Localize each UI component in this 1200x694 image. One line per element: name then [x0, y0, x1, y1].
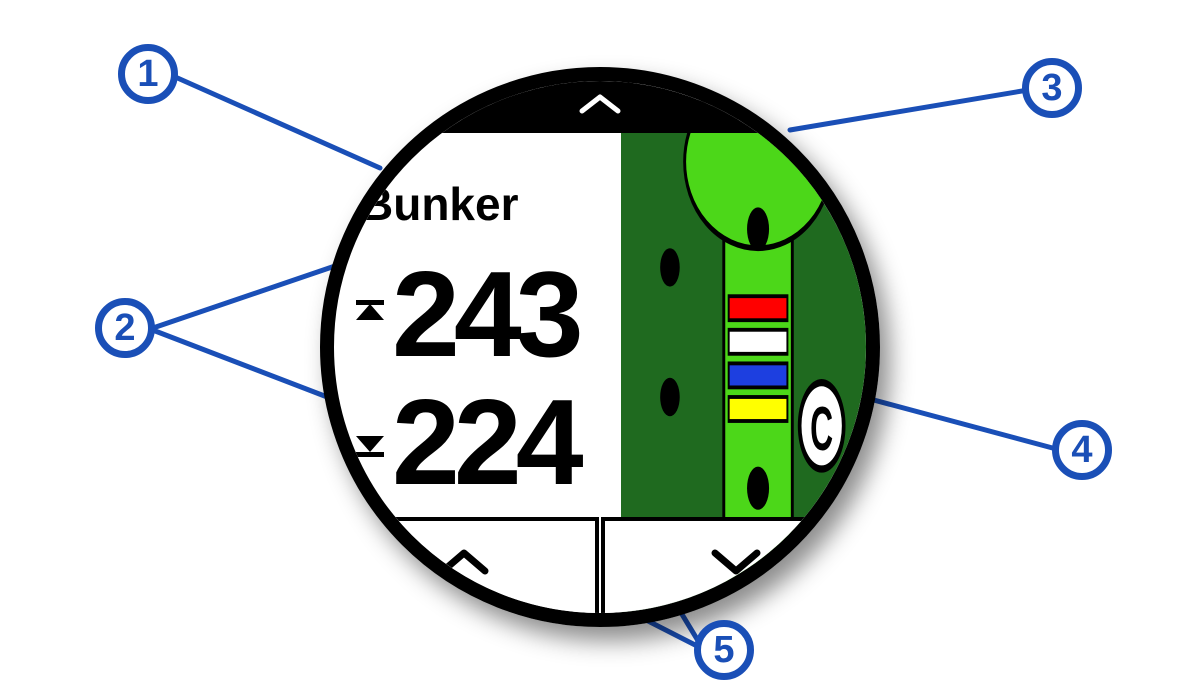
callout-4: 4	[1052, 420, 1112, 480]
distance-back-value: 243	[392, 253, 578, 375]
distance-front-row: 224	[350, 381, 578, 503]
callout-5: 5	[694, 620, 754, 680]
watch-face: C Bunker 243	[320, 67, 880, 627]
distance-back-row: 243	[350, 253, 578, 375]
figure-stage: C Bunker 243	[0, 0, 1200, 694]
prev-hazard-button[interactable]	[334, 517, 599, 613]
chevron-up-icon	[437, 545, 491, 577]
top-bar	[334, 81, 866, 133]
next-hazard-button[interactable]	[601, 517, 866, 613]
front-of-hazard-icon	[350, 424, 390, 460]
back-of-hazard-icon	[350, 296, 390, 332]
callout-1: 1	[118, 44, 178, 104]
callout-3: 3	[1022, 58, 1082, 118]
chevron-up-icon[interactable]	[578, 91, 622, 115]
distance-front-value: 224	[392, 381, 578, 503]
hazard-type-label: Bunker	[360, 177, 518, 231]
svg-text:C: C	[810, 394, 833, 463]
chevron-down-icon	[709, 545, 763, 577]
callout-2: 2	[95, 298, 155, 358]
watch: C Bunker 243	[320, 67, 880, 627]
bottom-nav	[334, 517, 866, 613]
current-hazard-marker[interactable]: C	[800, 383, 844, 469]
